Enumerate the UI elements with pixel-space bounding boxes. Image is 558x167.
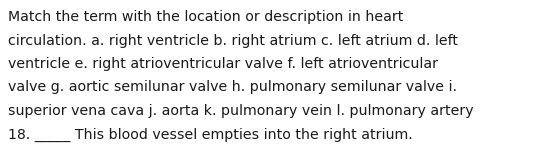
Text: Match the term with the location or description in heart: Match the term with the location or desc… <box>8 10 403 24</box>
Text: valve g. aortic semilunar valve h. pulmonary semilunar valve i.: valve g. aortic semilunar valve h. pulmo… <box>8 80 457 95</box>
Text: ventricle e. right atrioventricular valve f. left atrioventricular: ventricle e. right atrioventricular valv… <box>8 57 438 71</box>
Text: superior vena cava j. aorta k. pulmonary vein l. pulmonary artery: superior vena cava j. aorta k. pulmonary… <box>8 104 474 118</box>
Text: 18. _____ This blood vessel empties into the right atrium.: 18. _____ This blood vessel empties into… <box>8 127 413 142</box>
Text: circulation. a. right ventricle b. right atrium c. left atrium d. left: circulation. a. right ventricle b. right… <box>8 34 458 47</box>
